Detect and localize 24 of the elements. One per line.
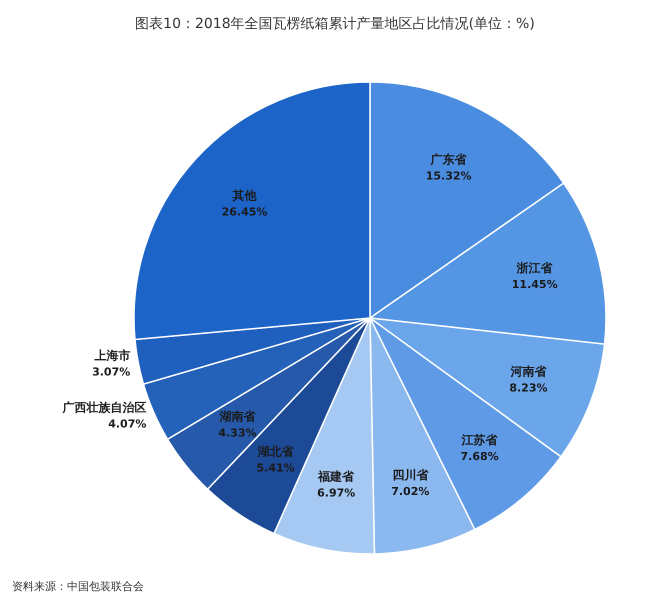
slice-label: 湖北省: [256, 444, 295, 458]
data-label: 4.07%: [108, 418, 146, 431]
slice-label: 江苏省: [460, 432, 499, 447]
slice-label: 其他: [232, 188, 258, 202]
data-label: 8.23%: [509, 381, 548, 394]
data-label: 3.07%: [92, 365, 130, 378]
slice-label: 浙江省: [516, 261, 554, 276]
data-label: 15.32%: [426, 169, 472, 182]
slice-label: 湖南省: [218, 409, 256, 424]
data-label: 7.02%: [391, 485, 430, 498]
chart-title: 图表10：2018年全国瓦楞纸箱累计产量地区占比情况(单位：%): [135, 16, 535, 32]
slice-label: 河南省: [509, 364, 548, 378]
data-label: 11.45%: [512, 278, 558, 292]
slice-label: 广西壮族自治区: [61, 400, 146, 415]
data-label: 7.68%: [460, 450, 499, 463]
data-label: 26.45%: [222, 205, 268, 218]
slice-label: 四川省: [392, 468, 430, 482]
slice-label: 福建省: [317, 470, 356, 484]
data-label: 4.33%: [218, 426, 257, 440]
data-label: 6.97%: [317, 486, 356, 500]
slice-label: 广东省: [430, 152, 468, 166]
slice-label: 上海市: [93, 348, 130, 362]
data-label: 5.41%: [256, 461, 295, 474]
text: 资料来源：中国包装联合会: [12, 580, 144, 593]
